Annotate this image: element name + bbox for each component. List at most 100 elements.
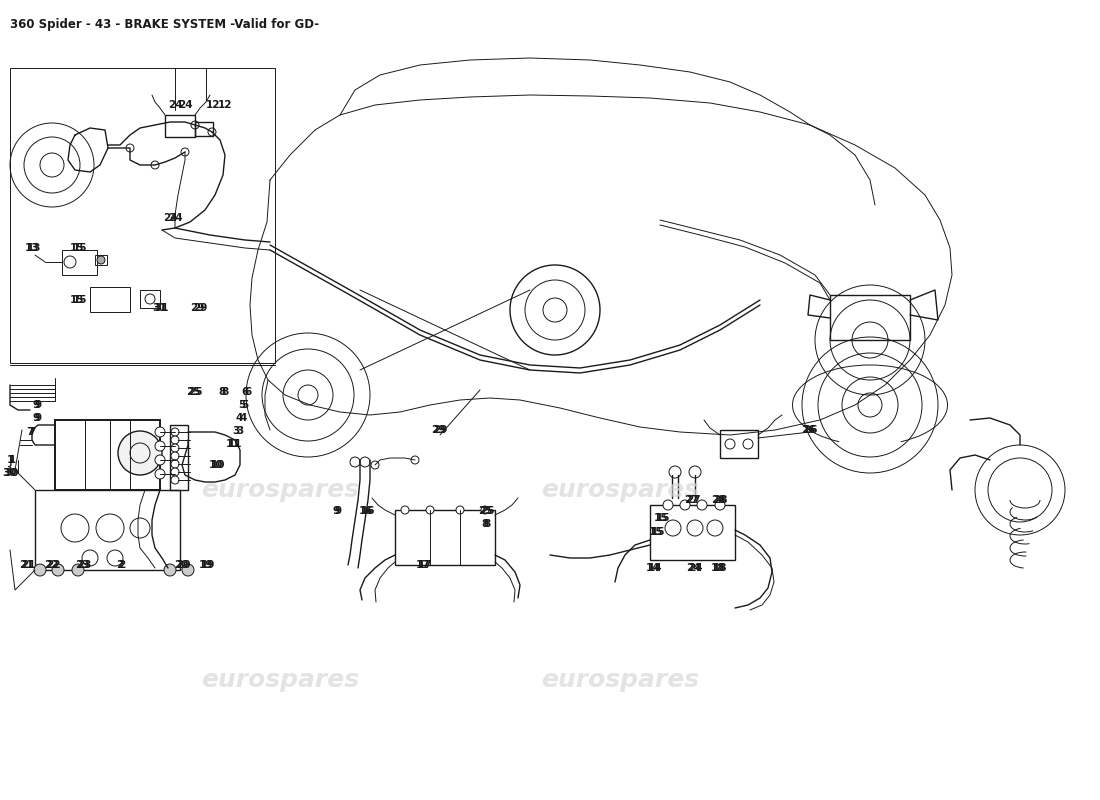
Text: 10: 10 [211,460,226,470]
Text: eurospares: eurospares [541,668,700,692]
Text: 17: 17 [416,560,430,570]
Circle shape [742,439,754,449]
Circle shape [170,476,179,484]
Text: 22: 22 [46,560,60,570]
Text: 5: 5 [239,400,245,410]
Text: 22: 22 [44,560,58,570]
Text: eurospares: eurospares [201,668,359,692]
Text: 28: 28 [713,495,727,505]
Text: 7: 7 [29,427,35,437]
Text: 6: 6 [241,387,249,397]
Text: 27: 27 [685,495,701,505]
Text: 18: 18 [713,563,727,573]
Text: 11: 11 [226,439,240,449]
Text: 9: 9 [32,413,40,423]
Text: 3: 3 [236,426,243,436]
Text: 8: 8 [219,387,225,397]
Circle shape [182,564,194,576]
Text: eurospares: eurospares [541,478,700,502]
Text: 18: 18 [711,563,725,573]
Text: 24: 24 [167,213,183,223]
Text: 13: 13 [26,243,42,253]
Text: 25: 25 [188,387,202,397]
Circle shape [97,256,104,264]
Circle shape [52,564,64,576]
Bar [35,490,180,570]
Circle shape [164,564,176,576]
Circle shape [715,500,725,510]
Bar [95,255,107,265]
Text: 9: 9 [34,400,42,410]
Text: 15: 15 [651,527,666,537]
Text: 16: 16 [361,506,375,516]
Circle shape [170,460,179,468]
Text: 4: 4 [240,413,246,423]
Text: 14: 14 [646,563,660,573]
Text: 25: 25 [186,387,200,397]
Text: 17: 17 [418,560,432,570]
Bar [165,115,195,137]
Text: 1: 1 [7,455,13,465]
Text: 15: 15 [656,513,670,523]
Text: 20: 20 [174,560,188,570]
Text: 19: 19 [199,560,213,570]
Text: 13: 13 [24,243,40,253]
Text: 9: 9 [332,506,340,516]
Text: 30: 30 [2,468,18,478]
Circle shape [72,564,84,576]
Text: 5: 5 [241,400,249,410]
Text: 360 Spider - 43 - BRAKE SYSTEM -Valid for GD-: 360 Spider - 43 - BRAKE SYSTEM -Valid fo… [10,18,319,31]
Circle shape [360,457,370,467]
Bar [395,510,495,565]
Circle shape [663,500,673,510]
Circle shape [182,148,189,156]
Text: 24: 24 [167,100,183,110]
Circle shape [208,128,216,136]
Circle shape [170,428,179,436]
Text: 7: 7 [26,427,34,437]
Text: 11: 11 [228,439,242,449]
Text: 8: 8 [482,519,488,529]
Bar [830,295,910,340]
Text: 21: 21 [21,560,35,570]
Text: 15: 15 [73,295,87,305]
Text: 9: 9 [334,506,342,516]
Text: 4: 4 [235,413,243,423]
Text: 14: 14 [648,563,662,573]
Circle shape [34,564,46,576]
Text: 12: 12 [206,100,220,110]
Text: 10: 10 [209,460,223,470]
Text: 15: 15 [69,295,85,305]
Circle shape [481,506,490,514]
Circle shape [155,469,165,479]
Text: 16: 16 [359,506,373,516]
Text: 15: 15 [69,243,85,253]
Bar [10,68,275,363]
Text: 12: 12 [218,100,232,110]
Text: 29: 29 [431,425,446,435]
Text: 29: 29 [432,425,448,435]
Text: 30: 30 [4,468,20,478]
Circle shape [350,457,360,467]
Text: 24: 24 [688,563,702,573]
Text: 2: 2 [117,560,123,570]
Text: 9: 9 [32,400,40,410]
Text: 28: 28 [711,495,725,505]
Text: {: { [6,458,15,474]
Circle shape [126,144,134,152]
Bar [90,287,130,312]
Bar [170,425,188,490]
Text: 25: 25 [480,506,494,516]
Text: 26: 26 [801,425,815,435]
Text: 26: 26 [803,425,817,435]
Text: 24: 24 [685,563,701,573]
Circle shape [170,468,179,476]
Bar [195,122,213,136]
Text: 6: 6 [244,387,252,397]
Text: eurospares: eurospares [201,478,359,502]
Text: 24: 24 [178,100,192,110]
Circle shape [151,161,160,169]
Text: 31: 31 [155,303,169,313]
Text: 23: 23 [75,560,89,570]
Text: 20: 20 [176,560,190,570]
